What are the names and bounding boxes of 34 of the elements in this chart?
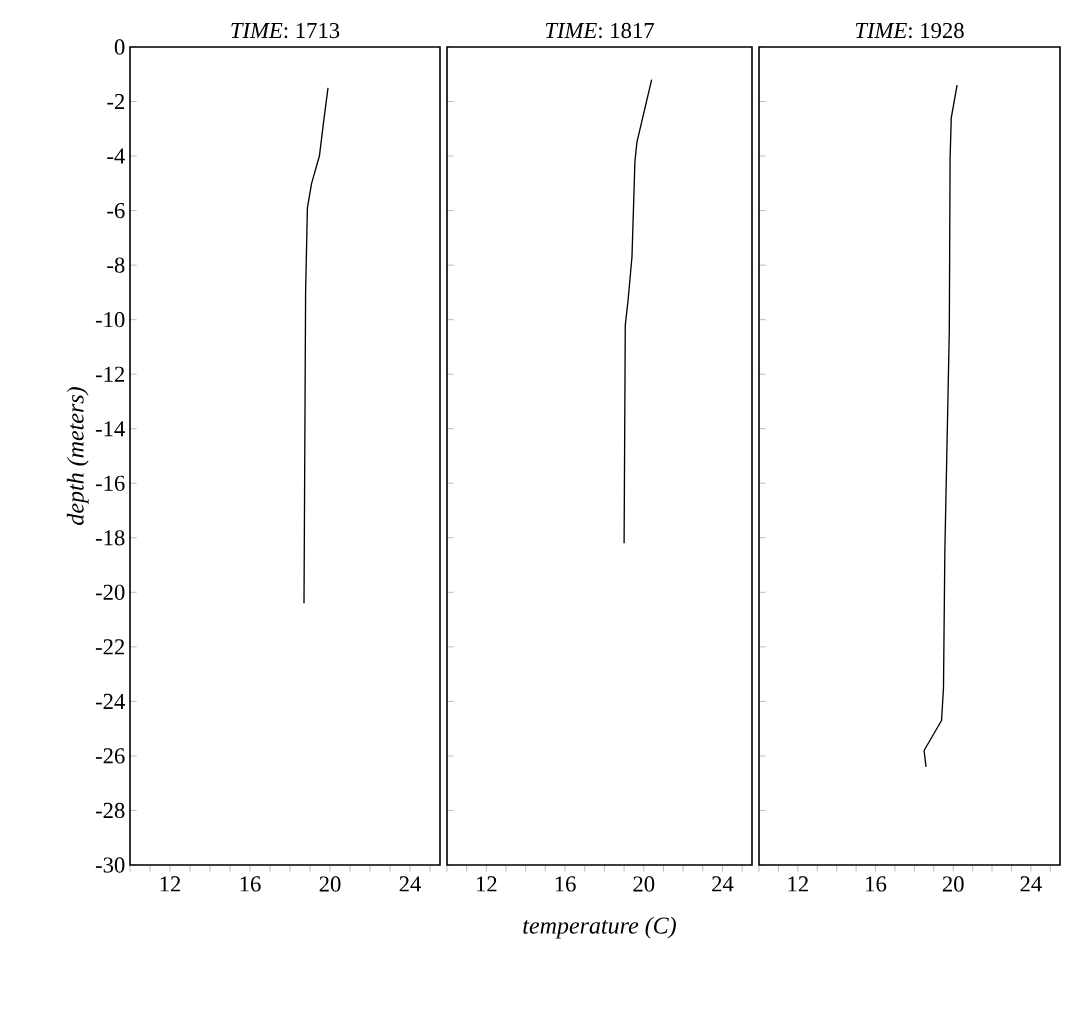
y-tick-label: -16 bbox=[95, 475, 125, 491]
y-tick-label: -8 bbox=[107, 257, 125, 273]
chart-title: TIME: 1713 bbox=[231, 22, 340, 39]
x-tick-label: 20 bbox=[633, 876, 655, 892]
x-tick-label: 16 bbox=[240, 876, 261, 892]
chart-title: TIME: 1928 bbox=[855, 22, 964, 39]
y-axis-title: depth (meters) bbox=[66, 387, 89, 525]
y-tick-label: -24 bbox=[95, 693, 125, 709]
x-tick-label: 16 bbox=[866, 876, 887, 892]
y-tick-label: 0 bbox=[114, 39, 125, 55]
y-tick-label: -14 bbox=[95, 421, 125, 437]
x-tick-label: 16 bbox=[555, 876, 576, 892]
x-tick-label: 12 bbox=[160, 876, 181, 892]
y-tick-label: -28 bbox=[95, 802, 125, 819]
x-tick-label: 12 bbox=[788, 876, 808, 892]
x-tick-label: 12 bbox=[477, 876, 497, 892]
y-tick-label: -18 bbox=[95, 530, 125, 546]
y-tick-label: -12 bbox=[95, 366, 125, 382]
y-tick-label: -22 bbox=[95, 639, 125, 655]
line-series bbox=[303, 87, 329, 604]
y-tick-label: -10 bbox=[95, 312, 125, 328]
y-tick-label: -20 bbox=[95, 584, 125, 600]
x-tick-label: 24 bbox=[712, 876, 734, 892]
x-tick-label: 20 bbox=[319, 876, 341, 892]
y-tick-label: -30 bbox=[95, 857, 125, 873]
y-tick-label: -2 bbox=[107, 94, 125, 110]
x-axis-title: temperature (C) bbox=[523, 916, 676, 939]
x-tick-label: 24 bbox=[1020, 876, 1042, 892]
x-tick-label: 24 bbox=[399, 876, 421, 892]
chart-title: TIME: 1817 bbox=[545, 22, 654, 39]
x-tick-label: 20 bbox=[942, 876, 964, 892]
y-tick-label: -4 bbox=[107, 148, 125, 164]
y-tick-label: -26 bbox=[95, 748, 125, 764]
y-tick-label: -6 bbox=[107, 202, 125, 219]
